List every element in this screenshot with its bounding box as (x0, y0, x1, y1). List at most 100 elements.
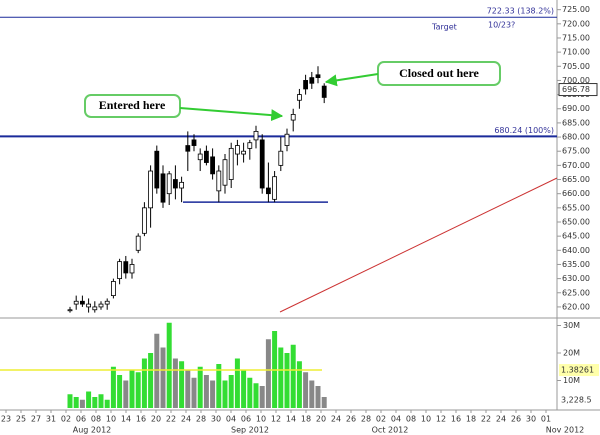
volume-bar (179, 361, 185, 408)
x-tick-label: 24 (181, 415, 191, 424)
y-tick-label: 705.00 (562, 62, 590, 71)
candle-body (210, 156, 216, 175)
volume-bar (92, 397, 98, 408)
x-tick-label: 23 (1, 415, 11, 424)
y-tick-label: 720.00 (562, 19, 590, 28)
volume-bar (303, 372, 309, 408)
candle-body (172, 179, 178, 189)
y-tick-label: 655.00 (562, 203, 590, 212)
callout-box (84, 94, 181, 118)
volume-tick-label: 20M (563, 349, 580, 358)
candle-body (160, 173, 166, 203)
volume-bar (166, 322, 172, 408)
volume-tick-label: 30M (563, 321, 580, 330)
volume-bar (259, 386, 265, 408)
candle-body (191, 139, 197, 146)
candle-body (315, 74, 321, 79)
callout-box (377, 61, 501, 86)
x-tick-label: 06 (241, 415, 251, 424)
y-tick-label: 645.00 (562, 232, 590, 241)
candle-body (148, 170, 154, 209)
candle-body (234, 145, 240, 155)
y-tick-label: 625.00 (562, 288, 590, 297)
month-label: Nov 2012 (546, 426, 585, 435)
y-tick-label: 715.00 (562, 33, 590, 42)
candle-body (284, 133, 290, 146)
y-tick-label: 675.00 (562, 147, 590, 156)
volume-bar (148, 353, 154, 408)
callout-entered: Entered here (99, 98, 166, 112)
level-label: 680.24 (100%) (494, 126, 554, 135)
candle-body (179, 181, 185, 189)
x-tick-label: 02 (61, 415, 71, 424)
volume-bar (86, 391, 92, 408)
x-tick-label: 06 (76, 415, 86, 424)
y-tick-label: 650.00 (562, 217, 590, 226)
y-tick-label: 660.00 (562, 189, 590, 198)
volume-average-box (559, 364, 599, 377)
x-tick-label: 14 (121, 415, 131, 424)
y-tick-label: 620.00 (562, 302, 590, 311)
y-tick-label: 680.00 (562, 133, 590, 142)
volume-bar (73, 397, 79, 408)
candle-body (197, 153, 203, 161)
last-price-box (558, 83, 598, 97)
volume-bar (117, 375, 123, 408)
x-tick-label: 08 (406, 415, 416, 424)
candle-body (222, 159, 228, 186)
volume-bar (197, 366, 203, 408)
volume-bar (210, 380, 216, 408)
candle-body (272, 176, 278, 200)
x-tick-label: 30 (211, 415, 221, 424)
x-tick-label: 02 (376, 415, 386, 424)
volume-bar (278, 347, 284, 408)
candle-body (309, 77, 315, 84)
x-tick-label: 31 (46, 415, 56, 424)
x-tick-label: 22 (166, 415, 176, 424)
month-label: Oct 2012 (372, 426, 409, 435)
candle-body (247, 142, 253, 149)
volume-bar (98, 394, 104, 408)
y-tick-label: 665.00 (562, 175, 590, 184)
volume-bar (67, 394, 73, 408)
x-tick-label: 12 (271, 415, 281, 424)
volume-tick-label: 10M (563, 376, 580, 385)
candle-body (73, 300, 79, 305)
candle-body (67, 309, 73, 312)
volume-bar (160, 347, 166, 408)
candle-body (141, 207, 147, 234)
y-tick-label: 710.00 (562, 48, 590, 57)
trend-line (279, 177, 558, 313)
volume-bar (284, 353, 290, 408)
volume-bar (296, 361, 302, 408)
target-date: 10/23? (488, 21, 515, 30)
y-tick-label: 635.00 (562, 260, 590, 269)
y-tick-label: 630.00 (562, 274, 590, 283)
y-tick-label: 640.00 (562, 246, 590, 255)
x-tick-label: 04 (226, 415, 236, 424)
callout-closed: Closed out here (399, 66, 479, 80)
candle-body (166, 173, 172, 195)
x-tick-label: 26 (511, 415, 521, 424)
month-label: Sep 2012 (231, 426, 269, 435)
x-tick-label: 16 (136, 415, 146, 424)
volume-bar (79, 399, 85, 408)
volume-bar (185, 369, 191, 408)
volume-bar (104, 399, 110, 408)
volume-average-label: 1.38261 (561, 366, 594, 375)
volume-bar (234, 358, 240, 408)
x-tick-label: 27 (31, 415, 41, 424)
y-tick-label: 685.00 (562, 118, 590, 127)
x-tick-label: 25 (16, 415, 26, 424)
target-label: Target (431, 23, 457, 32)
candle-body (278, 150, 284, 166)
candle-body (253, 130, 259, 141)
candle-body (86, 303, 91, 308)
x-tick-label: 08 (91, 415, 101, 424)
candle-body (98, 303, 104, 308)
volume-panel: 10M 20M 30M 1.38261 3,228.5 (0, 321, 599, 408)
candle-body (111, 281, 116, 296)
y-tick-label: 690.00 (562, 104, 590, 113)
x-tick-label: 16 (451, 415, 461, 424)
